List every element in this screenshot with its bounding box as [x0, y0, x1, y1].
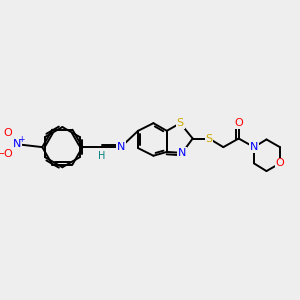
Text: +: +: [18, 135, 24, 144]
Text: S: S: [206, 134, 212, 143]
Text: O: O: [3, 128, 12, 138]
Text: O: O: [275, 158, 284, 168]
Text: N: N: [178, 148, 186, 158]
Text: S: S: [177, 118, 184, 128]
Text: O: O: [234, 118, 243, 128]
Text: N: N: [117, 142, 125, 152]
Text: H: H: [98, 151, 105, 161]
Text: N: N: [13, 139, 22, 149]
Text: O: O: [3, 149, 12, 159]
Text: −: −: [0, 149, 5, 159]
Text: N: N: [250, 142, 258, 152]
